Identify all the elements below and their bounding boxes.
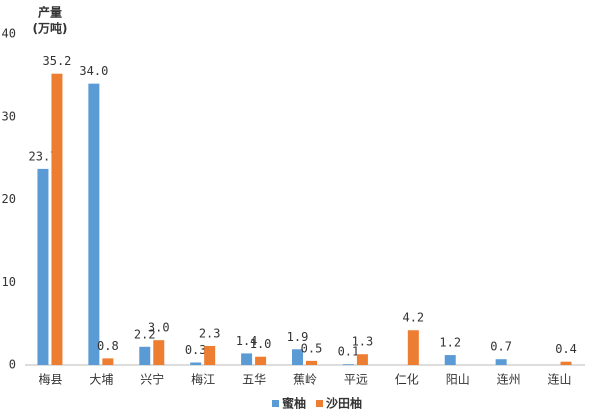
bar bbox=[560, 361, 572, 365]
value-label: 35.2 bbox=[43, 54, 72, 68]
x-tick-label: 大埔 bbox=[89, 373, 113, 387]
bar bbox=[139, 346, 151, 365]
x-tick-label: 兴宁 bbox=[140, 372, 164, 387]
legend-label: 蜜柚 bbox=[282, 396, 306, 411]
y-tick-label: 30 bbox=[2, 109, 16, 123]
bar bbox=[241, 353, 253, 365]
legend-swatch bbox=[272, 400, 279, 407]
bar bbox=[37, 168, 49, 365]
value-label: 0.7 bbox=[490, 340, 512, 354]
bar bbox=[102, 358, 114, 365]
bar bbox=[292, 349, 303, 365]
x-tick-label: 连山 bbox=[548, 372, 572, 387]
x-tick-label: 梅县 bbox=[38, 372, 62, 387]
x-tick-label: 阳山 bbox=[446, 373, 470, 387]
bar bbox=[306, 360, 317, 365]
y-tick-label: 20 bbox=[2, 192, 16, 206]
value-label: 0.4 bbox=[555, 342, 577, 356]
value-label: 34.0 bbox=[79, 64, 108, 78]
bar bbox=[204, 345, 216, 365]
value-label: 0.5 bbox=[301, 341, 323, 355]
bar bbox=[444, 355, 456, 365]
value-label: 23.7 bbox=[29, 149, 58, 163]
value-label: 1.9 bbox=[287, 330, 309, 344]
value-label: 2.3 bbox=[199, 326, 221, 340]
bar bbox=[51, 73, 63, 365]
legend-swatch bbox=[316, 400, 324, 407]
bar bbox=[255, 356, 267, 365]
bar bbox=[356, 354, 368, 365]
legend-label: 沙田柚 bbox=[326, 396, 362, 411]
value-label: 1.0 bbox=[250, 337, 272, 351]
value-label: 0.1 bbox=[338, 345, 360, 359]
bar bbox=[190, 362, 202, 365]
x-tick-label: 平远 bbox=[344, 373, 368, 387]
value-label: 1.2 bbox=[439, 336, 461, 350]
y-axis-title: (万吨) bbox=[33, 21, 68, 36]
value-label: 3.0 bbox=[148, 321, 170, 335]
x-tick-label: 蕉岭 bbox=[293, 373, 317, 387]
value-label: 1.4 bbox=[236, 334, 258, 348]
x-tick-label: 五华 bbox=[242, 373, 266, 387]
y-tick-label: 40 bbox=[2, 27, 16, 41]
bar bbox=[153, 340, 165, 365]
value-label: 1.3 bbox=[352, 335, 374, 349]
x-tick-label: 梅江 bbox=[191, 372, 215, 387]
value-label: 2.2 bbox=[134, 327, 156, 341]
bar bbox=[342, 364, 354, 365]
value-label: 4.2 bbox=[402, 311, 424, 325]
y-tick-label: 0 bbox=[9, 358, 16, 372]
bar bbox=[495, 359, 507, 365]
y-tick-label: 10 bbox=[2, 275, 16, 289]
value-label: 0.8 bbox=[97, 339, 119, 353]
value-label: 0.3 bbox=[185, 343, 207, 357]
x-tick-label: 仁化 bbox=[395, 373, 419, 387]
x-tick-label: 连州 bbox=[497, 372, 521, 387]
y-axis-title: 产量 bbox=[38, 5, 62, 20]
bar bbox=[407, 330, 419, 365]
bar bbox=[88, 83, 100, 366]
